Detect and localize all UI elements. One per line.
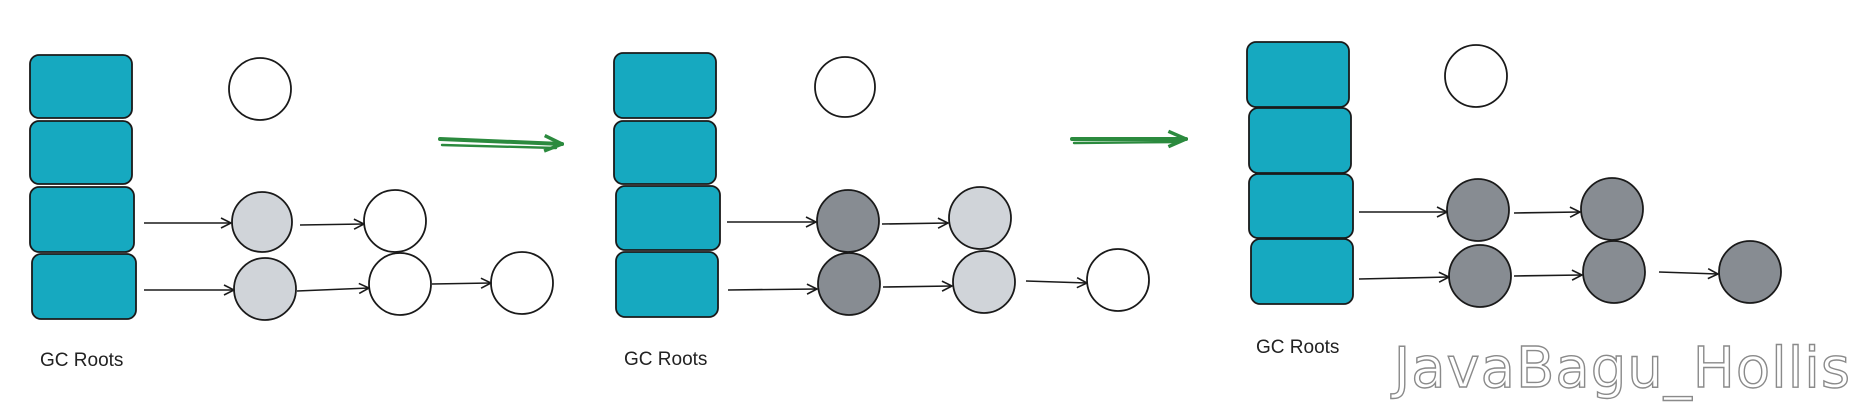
object-node <box>490 251 554 315</box>
reference-arrow <box>296 288 369 291</box>
object-node <box>1086 248 1150 312</box>
object-node <box>363 189 427 253</box>
gc-roots-stack <box>1246 41 1354 305</box>
object-node <box>1582 240 1646 304</box>
gc-root-block <box>613 120 717 185</box>
stage-1 <box>29 54 554 321</box>
reference-arrow <box>299 224 364 225</box>
object-node-unreachable <box>814 56 876 118</box>
transition-arrow <box>1070 139 1186 143</box>
reference-arrow <box>431 283 491 284</box>
reference-arrow <box>1513 212 1580 213</box>
object-node <box>1448 244 1512 308</box>
reference-arrow <box>1025 281 1087 283</box>
reference-arrow <box>881 223 948 224</box>
gc-root-block <box>1248 173 1354 239</box>
reference-arrow <box>1513 275 1582 276</box>
gc-root-block <box>1246 41 1350 108</box>
object-node <box>817 252 881 316</box>
object-node <box>816 189 880 253</box>
reference-arrows <box>144 223 491 291</box>
reference-arrow <box>882 286 952 287</box>
object-node-unreachable <box>1444 44 1508 108</box>
reference-arrow <box>1658 272 1718 274</box>
gc-root-block <box>31 253 137 320</box>
object-node <box>1446 178 1510 242</box>
object-node-unreachable <box>228 57 292 121</box>
gc-root-block <box>29 120 133 185</box>
gc-root-block <box>613 52 717 119</box>
gc-roots-label: GC Roots <box>40 350 124 371</box>
reference-arrow <box>727 289 817 290</box>
gc-roots-label: GC Roots <box>1256 337 1340 358</box>
object-node <box>952 250 1016 314</box>
object-node <box>231 191 293 253</box>
stage-2 <box>613 52 1150 318</box>
gc-root-block <box>1248 107 1352 174</box>
object-node <box>948 186 1012 250</box>
object-node <box>1580 177 1644 241</box>
gc-roots-label: GC Roots <box>624 349 708 370</box>
gc-roots-stack <box>29 54 137 320</box>
gc-root-block <box>29 186 135 253</box>
reference-arrow <box>1358 277 1449 279</box>
object-node <box>233 257 297 321</box>
transition-arrow <box>438 139 562 148</box>
gc-root-block <box>615 185 721 251</box>
reference-arrows <box>1358 212 1718 279</box>
object-node <box>368 252 432 316</box>
gc-roots-stack <box>613 52 721 318</box>
gc-root-block <box>1250 238 1354 305</box>
gc-root-block <box>29 54 133 119</box>
watermark: JavaBagu_Hollis <box>1393 335 1851 401</box>
reference-arrows <box>727 222 1087 290</box>
stage-3 <box>1246 41 1782 308</box>
object-node <box>1718 240 1782 304</box>
gc-root-block <box>615 251 719 318</box>
